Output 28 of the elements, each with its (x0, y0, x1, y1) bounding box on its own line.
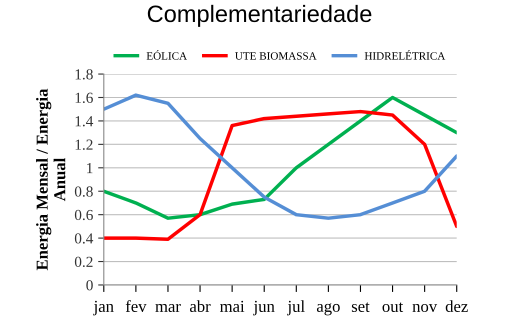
legend-label: HIDRELÉTRICA (364, 50, 446, 60)
x-tick-label: fev (126, 300, 147, 312)
y-tick-label: 1.4 (76, 116, 94, 126)
x-tick-label: nov (412, 304, 438, 312)
x-tick-label: set (352, 302, 370, 312)
line-series (104, 110, 457, 242)
x-tick-label: dez (446, 300, 468, 312)
x-tick-label: jun (253, 300, 275, 316)
x-tick-label: mar (155, 304, 181, 312)
y-tick-label: 0.8 (74, 186, 93, 197)
chart-title: Complementariedade (148, 4, 372, 27)
x-tick-label: jan (93, 300, 114, 316)
y-tick-label: 1 (87, 163, 92, 174)
x-tick-label: abr (190, 300, 211, 312)
y-tick-label: 1.2 (76, 140, 93, 150)
y-tick-label: 1.8 (76, 69, 93, 80)
x-tick-label: out (382, 302, 404, 312)
x-tick-label: ago (316, 303, 340, 316)
y-tick-label: 0 (86, 280, 93, 290)
x-tick-label: mai (220, 300, 244, 312)
x-tick-label: jul (287, 300, 305, 316)
legend-label: UTE BIOMASSA (235, 52, 317, 60)
y-axis-title: Energia Mensal / Energia Anual (36, 88, 66, 270)
legend-label: EÓLICA (146, 50, 187, 60)
y-tick-label: 0.4 (74, 233, 94, 244)
y-tick-label: 1.6 (76, 92, 93, 104)
y-tick-label: 0.6 (74, 210, 93, 220)
y-tick-label: 0.2 (74, 256, 93, 268)
